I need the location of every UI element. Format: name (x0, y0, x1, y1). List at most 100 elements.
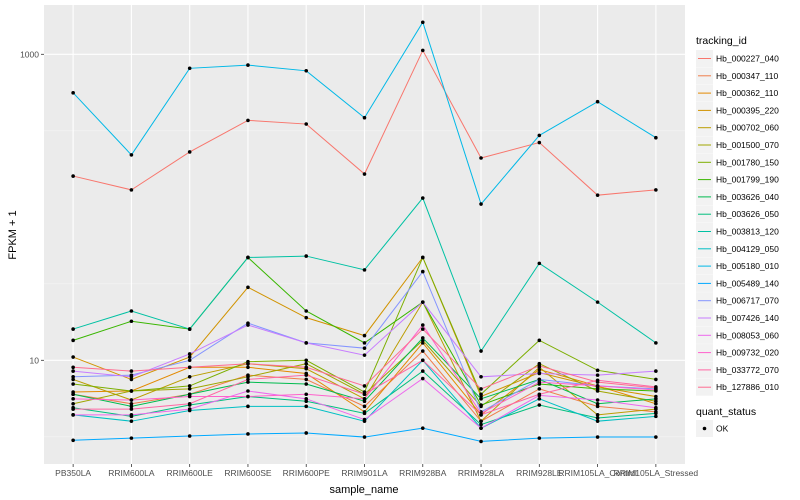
data-point (362, 392, 367, 397)
legend-item: Hb_009732_020 (696, 344, 779, 362)
data-point (187, 150, 192, 154)
data-point (362, 333, 367, 338)
legend2-dot (702, 426, 707, 431)
data-point (246, 365, 250, 370)
data-point (246, 323, 250, 327)
data-point (187, 358, 192, 363)
legend-item: Hb_000362_110 (696, 84, 779, 102)
legend-label: Hb_003626_050 (716, 209, 779, 219)
data-point (420, 327, 425, 331)
data-point (71, 355, 75, 359)
data-point (420, 269, 425, 274)
data-point (71, 377, 75, 382)
data-point (595, 300, 600, 304)
series-Hb_033772_070 (71, 358, 658, 417)
data-point (304, 315, 309, 320)
x-tick-label: RRIM600LA (108, 468, 155, 478)
data-point (246, 394, 250, 399)
data-point (654, 411, 658, 416)
data-point (246, 432, 250, 436)
legend-label: Hb_000395_220 (716, 105, 779, 115)
data-point (479, 397, 483, 401)
x-axis-title: sample_name (329, 484, 398, 496)
data-point (362, 397, 367, 401)
legend-label: Hb_007426_140 (716, 313, 779, 323)
legend-item: Hb_001500_070 (696, 136, 779, 154)
data-point (129, 319, 134, 324)
data-point (304, 431, 309, 435)
data-point (129, 188, 134, 192)
data-point (71, 174, 75, 178)
data-point (362, 341, 367, 345)
data-point (187, 407, 192, 411)
legend-item: Hb_008053_060 (696, 326, 779, 344)
x-tick-label: RRIM105LA_Stressed (614, 468, 699, 478)
legend-item: Hb_000395_220 (696, 101, 779, 119)
data-point (654, 435, 658, 439)
data-point (420, 349, 425, 353)
legend-item: Hb_000227_040 (696, 50, 779, 67)
data-point (129, 389, 134, 393)
data-point (187, 66, 192, 71)
data-point (420, 255, 425, 260)
legend-item: Hb_000347_110 (696, 67, 779, 85)
data-point (479, 419, 483, 423)
x-tick-label: RRIM928LE (516, 468, 563, 478)
x-tick-label: RRIM600SE (224, 468, 272, 478)
x-tick-label: RRIM105LA_Control (558, 468, 637, 478)
data-point (654, 369, 658, 373)
data-point (479, 349, 483, 353)
data-point (129, 369, 134, 373)
data-point (304, 365, 309, 370)
legend-label: Hb_000227_040 (716, 54, 779, 64)
legend-label: Hb_000347_110 (716, 71, 779, 81)
legend-label: Hb_009732_020 (716, 348, 779, 358)
legend2-label: OK (716, 424, 729, 434)
legend-label: Hb_006717_070 (716, 296, 779, 306)
legend-label: Hb_001500_070 (716, 140, 779, 150)
data-point (537, 397, 542, 401)
legend-label: Hb_001780_150 (716, 157, 779, 167)
legend-label: Hb_001799_190 (716, 175, 779, 185)
data-point (537, 371, 542, 376)
data-point (187, 384, 192, 388)
data-point (129, 419, 134, 423)
series-layer (71, 20, 658, 444)
data-point (71, 407, 75, 411)
legend-item: Hb_127886_010 (696, 378, 779, 396)
data-point (420, 48, 425, 53)
data-point (479, 202, 483, 206)
series-Hb_009732_020 (71, 323, 658, 416)
data-point (595, 387, 600, 391)
legend-item: Hb_000702_060 (696, 119, 779, 137)
x-tick-label: RRIM928LA (458, 468, 505, 478)
data-point (246, 255, 250, 260)
data-point (537, 377, 542, 382)
data-point (537, 387, 542, 391)
data-point (129, 401, 134, 406)
x-tick-label: RRIM600LE (167, 468, 214, 478)
legend-label: Hb_000362_110 (716, 88, 779, 98)
legend-item: Hb_033772_070 (696, 361, 779, 379)
data-point (595, 413, 600, 417)
data-point (362, 115, 367, 120)
data-point (362, 172, 367, 176)
data-point (595, 193, 600, 197)
legend: tracking_id Hb_000227_040Hb_000347_110Hb… (696, 35, 779, 437)
series-Hb_005180_010 (71, 20, 658, 206)
data-point (71, 392, 75, 397)
data-point (595, 404, 600, 409)
legend-label: Hb_003813_120 (716, 227, 779, 237)
data-point (420, 358, 425, 363)
data-point (479, 422, 483, 427)
data-point (129, 407, 134, 411)
data-point (595, 380, 600, 384)
legend-label: Hb_000702_060 (716, 123, 779, 133)
data-point (595, 416, 600, 420)
data-point (420, 426, 425, 430)
data-point (537, 436, 542, 440)
data-point (537, 261, 542, 266)
data-point (537, 403, 542, 407)
data-point (129, 153, 134, 157)
